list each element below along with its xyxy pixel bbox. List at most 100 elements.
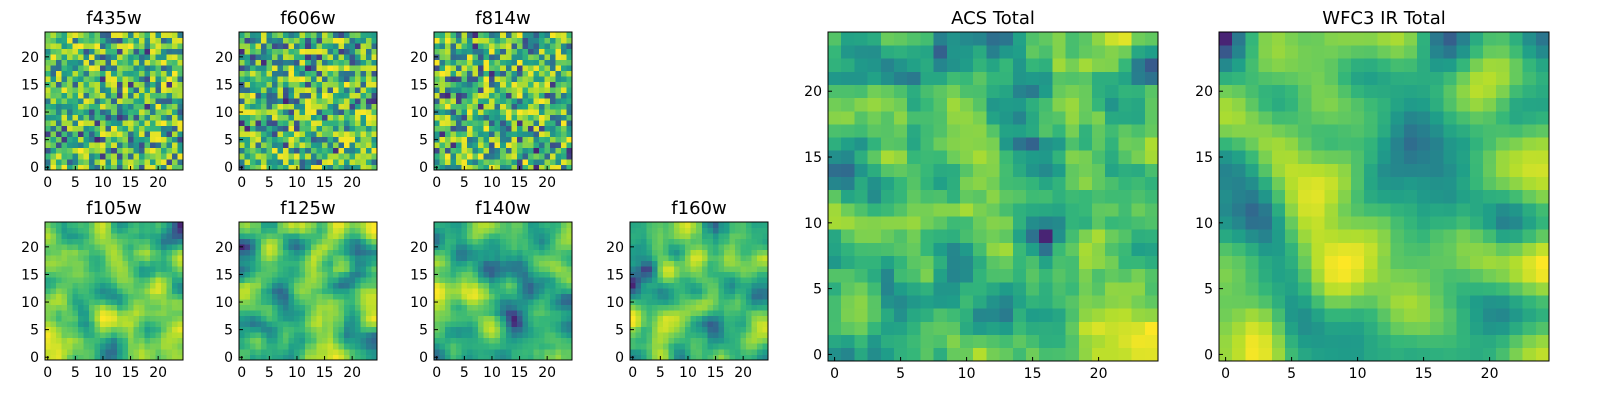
heatmap-cell [327, 131, 334, 138]
heatmap-cell [100, 65, 107, 71]
heatmap-cell [360, 81, 367, 88]
heatmap-cell [880, 216, 895, 230]
heatmap-cell [371, 131, 378, 138]
heatmap-cell [316, 158, 323, 165]
heatmap-cell [360, 109, 367, 116]
heatmap-cell [828, 308, 842, 322]
heatmap-cell [456, 354, 462, 361]
heatmap-cell [986, 176, 1000, 191]
heatmap-cell [116, 288, 123, 295]
heatmap-cell [100, 343, 107, 350]
heatmap-cell [255, 310, 262, 317]
heatmap-cell [327, 158, 334, 165]
heatmap-cell [555, 120, 562, 127]
heatmap-cell [516, 249, 523, 256]
heatmap-cell [354, 158, 361, 165]
heatmap-cell [127, 87, 134, 94]
heatmap-cell [116, 98, 123, 105]
heatmap-cell [78, 260, 84, 267]
heatmap-cell [50, 354, 57, 361]
heatmap-cell [321, 147, 328, 154]
heatmap-cell [456, 271, 462, 278]
heatmap-cell [338, 255, 345, 261]
heatmap-cell [450, 114, 457, 121]
heatmap-cell [261, 288, 267, 295]
heatmap-cell [354, 222, 361, 228]
heatmap-cell [907, 137, 921, 151]
heatmap-cell [171, 59, 178, 66]
panel-title: f105w [86, 198, 141, 219]
heatmap-cell [516, 299, 523, 306]
heatmap-cell [560, 147, 567, 154]
heatmap-cell [166, 321, 173, 328]
heatmap-cell [1144, 242, 1159, 257]
heatmap-cell [56, 131, 62, 138]
heatmap-cell [272, 260, 278, 267]
x-tick-label: 5 [265, 175, 274, 191]
heatmap-cell [122, 271, 129, 278]
heatmap-cell [527, 65, 534, 71]
heatmap-cell [338, 147, 345, 154]
heatmap-cell [522, 332, 529, 339]
heatmap-cell [854, 137, 868, 151]
heatmap-cell [299, 158, 306, 165]
heatmap-cell [494, 337, 501, 344]
heatmap-cell [244, 59, 251, 66]
heatmap-cell [116, 59, 123, 66]
heatmap-cell [299, 98, 306, 105]
heatmap-cell [288, 131, 295, 138]
heatmap-cell [461, 238, 468, 245]
heatmap-cell [299, 332, 306, 339]
heatmap-cell [327, 348, 334, 355]
heatmap-cell [105, 43, 112, 49]
heatmap-cell [500, 255, 507, 261]
heatmap-cell [144, 332, 151, 339]
heatmap-cell [566, 87, 573, 94]
heatmap-cell [696, 266, 703, 272]
heatmap-cell [511, 282, 518, 289]
heatmap-cell [707, 354, 714, 361]
heatmap-cell [762, 244, 769, 250]
heatmap-cell [338, 348, 345, 355]
heatmap-cell [94, 109, 101, 116]
heatmap-cell [50, 48, 57, 55]
heatmap-cell [1092, 189, 1106, 204]
heatmap-cell [500, 32, 507, 38]
heatmap-cell [679, 227, 686, 234]
heatmap-cell [478, 120, 484, 127]
x-tick-label: 10 [483, 175, 501, 191]
heatmap-cell [105, 321, 112, 328]
heatmap-cell [663, 260, 669, 267]
heatmap-cell [690, 282, 697, 289]
heatmap-cell [566, 266, 573, 272]
heatmap-cell [663, 227, 669, 234]
heatmap-cell [544, 65, 551, 71]
heatmap-cell [83, 109, 90, 116]
heatmap-cell [177, 354, 184, 361]
heatmap-cell [630, 310, 636, 317]
heatmap-cell [166, 109, 173, 116]
heatmap-cell [467, 76, 473, 82]
heatmap-cell [321, 103, 328, 110]
heatmap-cell [321, 37, 328, 44]
heatmap-cell [171, 109, 178, 116]
heatmap-cell [505, 255, 512, 261]
heatmap-cell [316, 343, 323, 350]
heatmap-cell [1131, 347, 1146, 362]
heatmap-cell [360, 332, 367, 339]
heatmap-cell [50, 142, 57, 149]
heatmap-cell [505, 326, 512, 333]
heatmap-cell [527, 310, 534, 317]
heatmap-cell [494, 43, 501, 49]
heatmap-cell [294, 260, 301, 267]
heatmap-cell [250, 282, 256, 289]
heatmap-cell [255, 153, 262, 160]
heatmap-cell [478, 92, 484, 99]
heatmap-cell [343, 299, 350, 306]
heatmap-cell [332, 244, 339, 250]
heatmap-cell [522, 37, 529, 44]
heatmap-cell [745, 227, 752, 234]
heatmap-cell [1118, 176, 1132, 191]
heatmap-cell [467, 125, 473, 132]
heatmap-cell [745, 277, 752, 284]
